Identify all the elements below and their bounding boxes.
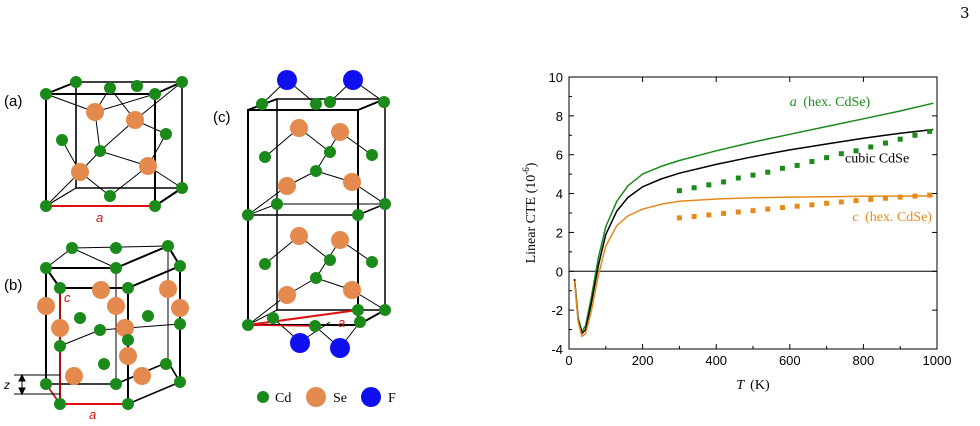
series-point-4 xyxy=(927,192,933,198)
panel-a-structure: (a) a xyxy=(4,76,188,225)
x-tick-label: 600 xyxy=(779,353,801,368)
series-point-4 xyxy=(765,206,771,212)
legend-cd-swatch xyxy=(257,391,269,403)
y-tick-label: 6 xyxy=(556,148,563,163)
series-point-4 xyxy=(853,198,859,204)
series-point-3 xyxy=(691,185,697,191)
x-tick-label: 1000 xyxy=(923,353,952,368)
legend-se-swatch xyxy=(306,387,326,407)
cte-chart: 0 200 400 600 800 1000 -4 -2 0 2 4 6 8 10 a (hex. CdS… xyxy=(521,70,951,393)
series-point-4 xyxy=(868,196,874,202)
lattice-c-label: c xyxy=(64,290,71,305)
series-point-3 xyxy=(676,188,682,194)
series-point-4 xyxy=(838,199,844,205)
y-tick-label: -2 xyxy=(551,303,563,318)
y-tick-label: 4 xyxy=(556,187,563,202)
series-label-1: cubic CdSe xyxy=(845,151,909,166)
series-point-3 xyxy=(721,179,727,185)
x-tick-label: 800 xyxy=(853,353,875,368)
series-point-3 xyxy=(750,172,756,178)
se-atoms-supercell xyxy=(278,119,361,304)
y-tick-label: 2 xyxy=(556,225,563,240)
panel-b-structure: (b) c a z xyxy=(3,240,189,422)
series-point-4 xyxy=(721,210,727,216)
legend-se-label: Se xyxy=(333,391,347,406)
series-point-4 xyxy=(809,202,815,208)
y-tick-label: 10 xyxy=(549,70,563,85)
series-point-4 xyxy=(735,209,741,215)
series-point-4 xyxy=(706,212,712,218)
series-point-3 xyxy=(706,182,712,188)
cd-atoms xyxy=(40,76,188,212)
lattice-a-label-hex: a xyxy=(89,407,96,422)
series-point-4 xyxy=(676,215,682,221)
x-tick-label: 200 xyxy=(632,353,654,368)
series-point-3 xyxy=(779,165,785,171)
panel-c-label: (c) xyxy=(213,109,231,126)
panel-c-structure: (c) a xyxy=(213,70,391,358)
series-point-3 xyxy=(765,169,771,175)
atom-legend: Cd Se F xyxy=(257,387,396,407)
series-point-3 xyxy=(735,175,741,181)
legend-f-label: F xyxy=(388,391,396,406)
x-tick-label: 0 xyxy=(565,353,572,368)
se-atoms-hex xyxy=(37,280,189,385)
y-tick-label: 0 xyxy=(556,264,563,279)
panel-b-label: (b) xyxy=(4,277,22,294)
legend-cd-label: Cd xyxy=(275,391,291,406)
series-point-3 xyxy=(882,140,888,146)
y-tick-label: 8 xyxy=(556,109,563,124)
series-line-1 xyxy=(573,128,934,335)
x-axis-label: T (K) xyxy=(736,378,770,393)
series-point-4 xyxy=(750,208,756,214)
series-line-2 xyxy=(573,195,934,338)
series-point-4 xyxy=(794,203,800,209)
z-label: z xyxy=(3,378,10,392)
series-point-3 xyxy=(868,144,874,150)
series-point-4 xyxy=(882,195,888,201)
series-label-2: c (hex. CdSe) xyxy=(852,210,932,225)
panel-a-label: (a) xyxy=(4,93,22,110)
series-point-3 xyxy=(912,132,918,138)
se-atoms xyxy=(71,103,157,181)
series-point-3 xyxy=(853,148,859,154)
series-point-4 xyxy=(912,193,918,199)
series-point-3 xyxy=(824,155,830,161)
cd-atoms-hex xyxy=(40,240,186,410)
series-line-0 xyxy=(573,102,934,333)
series-point-3 xyxy=(838,151,844,157)
series-point-4 xyxy=(779,205,785,211)
page-number: 3 xyxy=(960,4,970,22)
series-point-3 xyxy=(794,162,800,168)
series-point-4 xyxy=(897,194,903,200)
series-point-3 xyxy=(927,128,933,134)
z-marker xyxy=(14,373,60,396)
series-point-4 xyxy=(824,200,830,206)
series-point-4 xyxy=(691,213,697,219)
x-tick-label: 400 xyxy=(705,353,727,368)
y-tick-label: -4 xyxy=(551,342,563,357)
cd-atoms-supercell xyxy=(242,96,391,332)
lattice-a-label: a xyxy=(96,210,103,225)
series-label-0: a (hex. CdSe) xyxy=(790,95,871,110)
legend-f-swatch xyxy=(361,387,381,407)
y-axis-label: Linear CTE (10-6) xyxy=(521,162,539,263)
f-atoms xyxy=(277,70,363,358)
series-point-3 xyxy=(809,159,815,165)
lattice-a-label-supercell: a xyxy=(338,315,345,330)
series-point-3 xyxy=(897,136,903,142)
